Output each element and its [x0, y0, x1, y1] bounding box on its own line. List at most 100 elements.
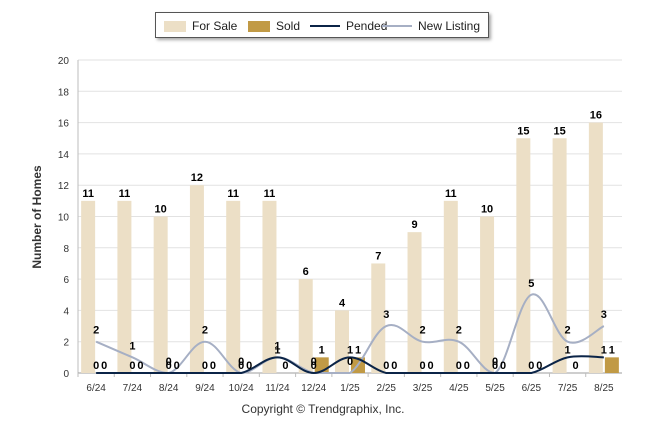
y-axis-label: Number of Homes: [30, 165, 44, 269]
data-label-sold: 0: [573, 360, 579, 372]
data-label-sold: 0: [174, 360, 180, 372]
legend-swatch-sold: [248, 20, 270, 32]
bar-sold: [604, 357, 619, 373]
legend-item-new-listing: New Listing: [382, 13, 480, 39]
legend-label-pended: Pended: [346, 19, 388, 33]
y-tick-label: 16: [58, 119, 70, 130]
data-label-new-listing: 1: [129, 340, 135, 352]
y-tick-label: 12: [58, 181, 70, 192]
data-label-for-sale: 11: [445, 188, 457, 200]
data-label-sold: 0: [464, 360, 470, 372]
bar-for-sale: [226, 200, 241, 373]
data-label-for-sale: 11: [227, 188, 239, 200]
data-label-pended: 1: [274, 344, 280, 356]
legend-item-pended: Pended: [310, 13, 387, 39]
bar-for-sale: [516, 138, 531, 373]
data-label-new-listing: 0: [347, 356, 353, 368]
y-tick-label: 4: [63, 306, 69, 317]
data-label-sold: 0: [137, 360, 143, 372]
data-label-new-listing: 0: [492, 356, 498, 368]
legend-item-for-sale: For Sale: [164, 13, 237, 39]
legend-swatch-for-sale: [164, 20, 186, 32]
data-label-for-sale: 6: [303, 266, 309, 278]
data-label-pended: 0: [202, 360, 208, 372]
data-label-new-listing: 2: [565, 325, 571, 337]
data-label-new-listing: 5: [528, 278, 534, 290]
data-label-pended: 1: [347, 344, 353, 356]
legend-item-sold: Sold: [248, 13, 300, 39]
x-tick-label: 1/25: [340, 383, 360, 394]
data-label-pended: 0: [383, 360, 389, 372]
y-tick-label: 0: [63, 369, 69, 380]
data-label-pended: 0: [129, 360, 135, 372]
y-tick-label: 2: [63, 338, 69, 349]
data-label-new-listing: 2: [202, 325, 208, 337]
y-tick-label: 14: [58, 150, 70, 161]
data-label-for-sale: 10: [155, 204, 167, 216]
data-label-pended: 0: [492, 360, 498, 372]
data-label-new-listing: 3: [383, 309, 389, 321]
data-label-pended: 0: [528, 360, 534, 372]
data-label-sold: 0: [500, 360, 506, 372]
data-label-for-sale: 11: [119, 188, 131, 200]
data-label-for-sale: 10: [481, 204, 493, 216]
legend-label-for-sale: For Sale: [192, 19, 238, 33]
data-label-new-listing: 0: [238, 356, 244, 368]
data-label-sold: 0: [282, 360, 288, 372]
x-tick-label: 2/25: [377, 383, 397, 394]
bar-for-sale: [443, 200, 458, 373]
bar-for-sale: [153, 216, 168, 373]
data-label-sold: 0: [101, 360, 107, 372]
x-tick-label: 6/24: [86, 383, 106, 394]
copyright-text: Copyright © Trendgraphix, Inc.: [241, 402, 405, 416]
y-tick-label: 18: [58, 87, 70, 98]
legend-label-new-listing: New Listing: [418, 19, 481, 33]
data-label-for-sale: 15: [553, 125, 565, 137]
x-tick-label: 8/25: [594, 383, 614, 394]
legend-line-new-listing: [382, 25, 412, 27]
x-tick-label: 5/25: [485, 383, 505, 394]
data-label-for-sale: 7: [375, 250, 381, 262]
data-label-for-sale: 16: [590, 110, 602, 122]
data-label-sold: 0: [391, 360, 397, 372]
data-label-new-listing: 2: [456, 325, 462, 337]
x-tick-label: 6/25: [522, 383, 542, 394]
data-label-for-sale: 11: [264, 188, 276, 200]
data-label-pended: 0: [166, 360, 172, 372]
y-tick-label: 8: [63, 244, 69, 255]
data-label-pended: 0: [419, 360, 425, 372]
x-tick-label: 12/24: [301, 383, 326, 394]
legend-label-sold: Sold: [276, 19, 301, 33]
data-label-for-sale: 11: [82, 188, 94, 200]
data-label-sold: 0: [210, 360, 216, 372]
x-tick-label: 8/24: [159, 383, 179, 394]
x-tick-label: 4/25: [449, 383, 469, 394]
data-label-pended: 0: [93, 360, 99, 372]
x-tick-label: 7/25: [558, 383, 578, 394]
y-tick-label: 6: [63, 275, 69, 286]
bar-for-sale: [81, 200, 96, 373]
bar-for-sale: [480, 216, 495, 373]
bar-for-sale: [117, 200, 132, 373]
x-tick-label: 10/24: [229, 383, 254, 394]
line-pended: [96, 355, 604, 375]
data-label-for-sale: 9: [411, 219, 417, 231]
legend: For Sale Sold Pended New Listing: [155, 12, 489, 38]
x-tick-label: 3/25: [413, 383, 433, 394]
data-label-sold: 0: [536, 360, 542, 372]
data-label-new-listing: 2: [93, 325, 99, 337]
data-label-for-sale: 4: [339, 297, 346, 309]
bar-for-sale: [189, 185, 204, 373]
legend-line-pended: [310, 25, 340, 27]
data-label-sold: 1: [319, 344, 325, 356]
bar-for-sale: [552, 138, 567, 373]
data-label-pended: 0: [238, 360, 244, 372]
data-label-sold: 0: [427, 360, 433, 372]
bar-for-sale: [298, 279, 313, 373]
data-label-pended: 1: [601, 344, 607, 356]
x-tick-label: 9/24: [195, 383, 215, 394]
data-label-new-listing: 1: [274, 340, 280, 352]
line-new-listing: [95, 293, 605, 375]
data-label-new-listing: 2: [419, 325, 425, 337]
